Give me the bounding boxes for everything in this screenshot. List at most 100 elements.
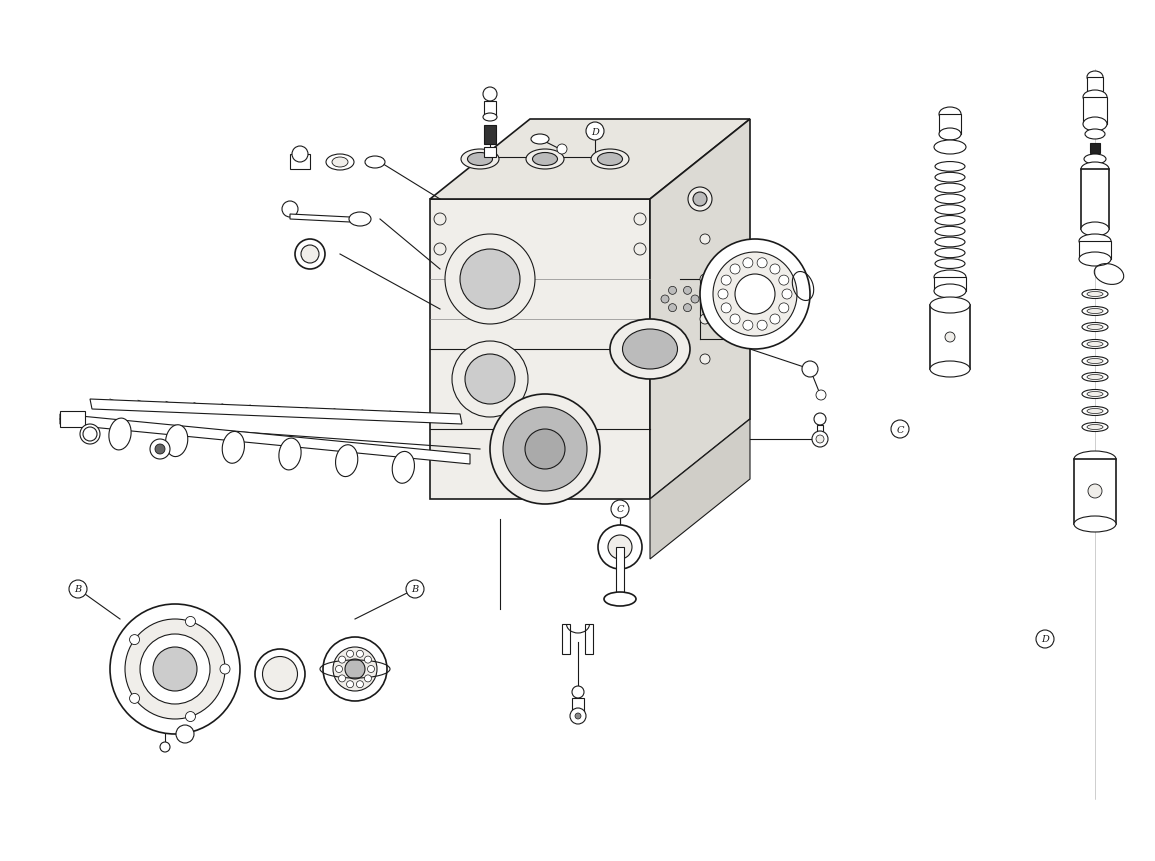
Ellipse shape [1087, 375, 1103, 380]
Circle shape [152, 647, 198, 691]
Ellipse shape [1087, 392, 1103, 397]
Ellipse shape [1087, 359, 1103, 364]
Circle shape [758, 258, 767, 269]
Circle shape [186, 712, 195, 722]
Circle shape [815, 436, 824, 443]
Ellipse shape [1087, 425, 1103, 430]
Circle shape [460, 250, 520, 310]
Ellipse shape [1074, 517, 1116, 532]
Ellipse shape [610, 319, 690, 380]
Text: B: B [411, 585, 418, 594]
Ellipse shape [349, 213, 371, 226]
Ellipse shape [1082, 390, 1108, 399]
Circle shape [770, 314, 780, 325]
Polygon shape [1083, 98, 1106, 125]
Ellipse shape [1087, 72, 1103, 84]
Circle shape [669, 287, 677, 295]
Ellipse shape [336, 445, 358, 477]
Ellipse shape [532, 153, 558, 166]
Circle shape [346, 681, 353, 688]
Circle shape [608, 536, 632, 560]
Ellipse shape [468, 153, 492, 166]
Circle shape [445, 235, 535, 325]
Circle shape [129, 635, 140, 645]
Polygon shape [60, 414, 470, 464]
Circle shape [730, 314, 740, 325]
Ellipse shape [1081, 223, 1109, 237]
Circle shape [684, 287, 692, 295]
Circle shape [718, 289, 728, 300]
Circle shape [700, 275, 710, 285]
Ellipse shape [80, 424, 100, 444]
Ellipse shape [604, 592, 636, 606]
Ellipse shape [1082, 423, 1108, 432]
Circle shape [140, 635, 210, 704]
Polygon shape [484, 102, 495, 118]
Circle shape [502, 407, 587, 492]
Ellipse shape [934, 141, 966, 155]
Polygon shape [1087, 77, 1103, 92]
Polygon shape [650, 419, 750, 560]
Ellipse shape [295, 239, 325, 269]
Ellipse shape [1074, 451, 1116, 468]
Polygon shape [60, 412, 85, 428]
Circle shape [346, 651, 353, 658]
Circle shape [323, 637, 387, 701]
Circle shape [669, 304, 677, 313]
Circle shape [575, 713, 581, 719]
Ellipse shape [934, 270, 966, 285]
Polygon shape [650, 120, 750, 499]
Polygon shape [484, 148, 495, 158]
Circle shape [338, 675, 345, 682]
Circle shape [700, 239, 810, 350]
Ellipse shape [331, 158, 348, 168]
Ellipse shape [326, 155, 353, 170]
Ellipse shape [365, 157, 385, 169]
Polygon shape [930, 306, 970, 369]
Circle shape [815, 391, 826, 400]
Circle shape [598, 525, 642, 569]
Circle shape [782, 289, 792, 300]
Polygon shape [1074, 460, 1116, 524]
Circle shape [526, 430, 565, 469]
Ellipse shape [262, 657, 298, 691]
Ellipse shape [531, 135, 549, 145]
Bar [1090, 144, 1100, 154]
Circle shape [338, 656, 345, 663]
Circle shape [452, 342, 528, 418]
Circle shape [693, 193, 707, 207]
Circle shape [292, 147, 308, 163]
Circle shape [129, 694, 140, 703]
Circle shape [721, 276, 731, 286]
Circle shape [945, 332, 955, 343]
Circle shape [586, 123, 604, 141]
Ellipse shape [1079, 235, 1111, 249]
Polygon shape [584, 624, 593, 654]
Ellipse shape [1079, 253, 1111, 267]
Polygon shape [484, 126, 495, 145]
Ellipse shape [1083, 91, 1106, 105]
Polygon shape [290, 155, 310, 170]
Ellipse shape [1082, 373, 1108, 382]
Polygon shape [90, 400, 462, 424]
Circle shape [684, 304, 692, 313]
Circle shape [110, 604, 240, 734]
Circle shape [69, 580, 87, 598]
Ellipse shape [461, 150, 499, 170]
Text: D: D [591, 127, 599, 136]
Circle shape [721, 304, 731, 313]
Ellipse shape [1083, 118, 1106, 132]
Ellipse shape [1087, 409, 1103, 414]
Circle shape [335, 666, 343, 672]
Ellipse shape [109, 418, 132, 450]
Ellipse shape [934, 285, 966, 299]
Circle shape [434, 214, 446, 226]
Circle shape [407, 580, 424, 598]
Circle shape [730, 264, 740, 275]
Circle shape [186, 616, 195, 627]
Ellipse shape [1082, 323, 1108, 332]
Circle shape [778, 276, 789, 286]
Circle shape [891, 420, 909, 438]
Circle shape [1088, 485, 1102, 499]
Ellipse shape [301, 245, 319, 263]
